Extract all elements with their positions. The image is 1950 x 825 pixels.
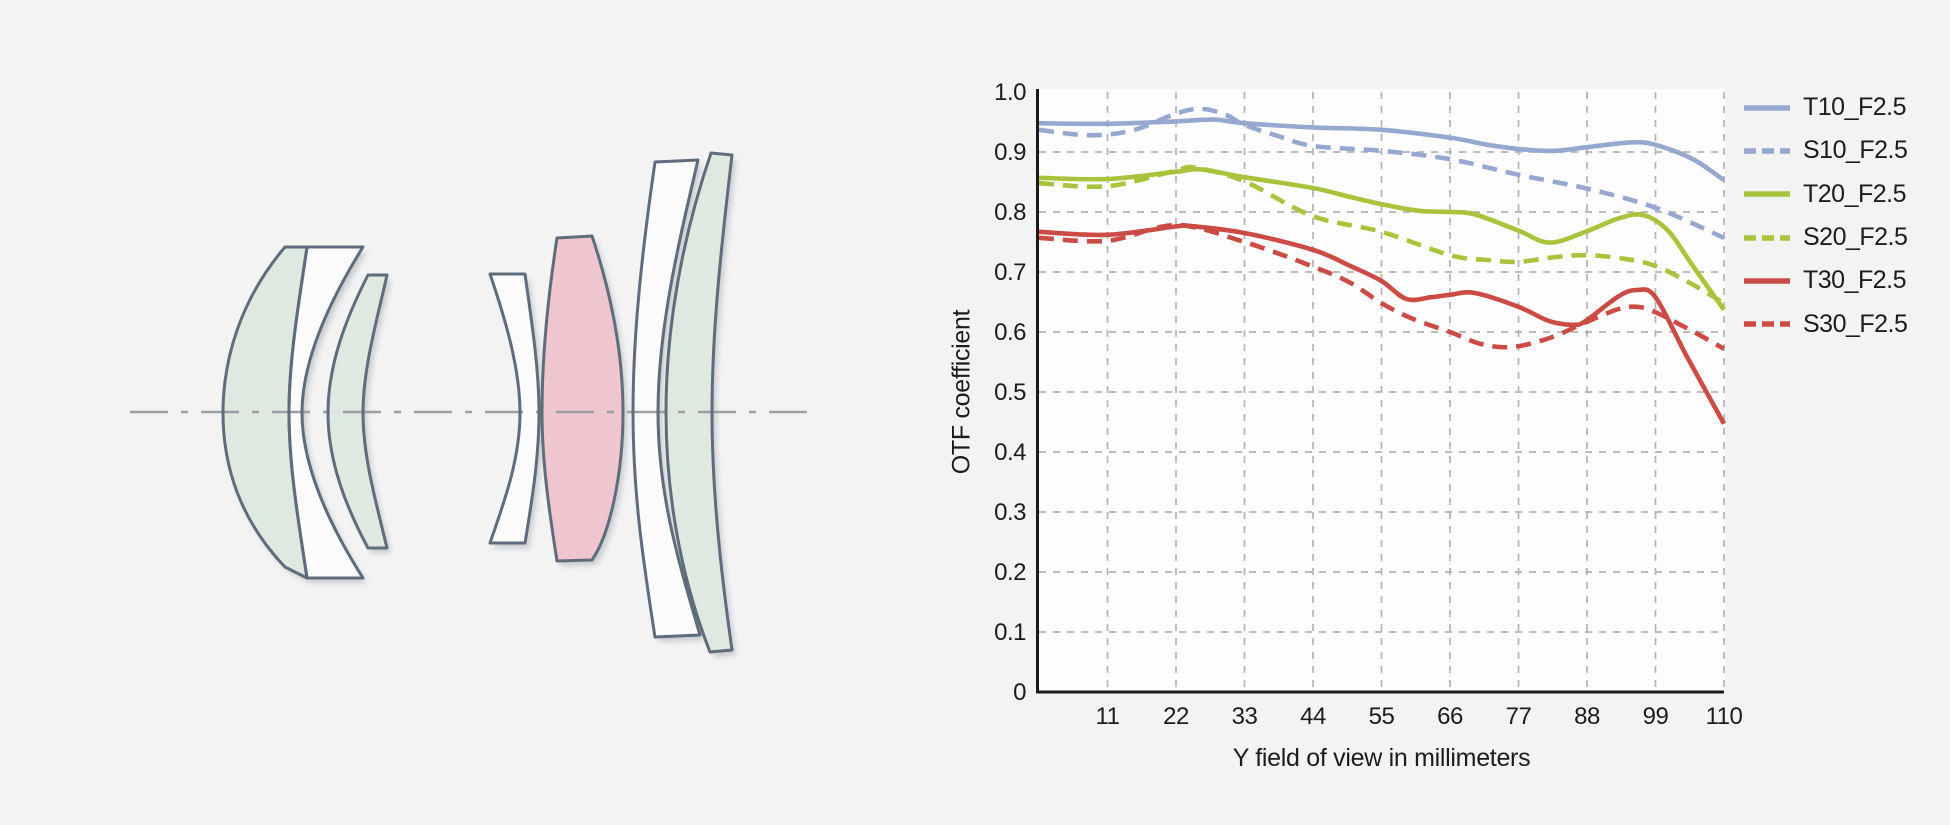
dashed-line-swatch-icon [1744, 148, 1790, 154]
y-tick-label: 0.5 [994, 379, 1026, 406]
x-axis-title: Y field of view in millimeters [1232, 744, 1531, 772]
lens-element-1-glass [223, 247, 307, 578]
x-tick-label: 77 [1506, 703, 1532, 730]
y-axis-title: OTF coefficient [947, 309, 976, 475]
dashed-line-swatch-icon [1744, 234, 1790, 241]
x-tick-label: 88 [1574, 703, 1600, 730]
y-tick-label: 0.4 [994, 439, 1026, 466]
lens-element-7-outline [664, 151, 734, 654]
y-tick-label: 0.9 [994, 139, 1026, 166]
legend-label: T30_F2.5 [1803, 266, 1907, 295]
y-tick-label: 0 [1013, 679, 1026, 706]
y-tick-label: 0.8 [994, 199, 1026, 226]
legend-label: T10_F2.5 [1803, 93, 1907, 122]
x-tick-label: 99 [1643, 703, 1669, 730]
y-tick-label: 0.3 [994, 499, 1026, 526]
legend-item-S20_F2.5: S20_F2.5 [1744, 216, 1908, 259]
y-tick-label: 0.2 [994, 559, 1026, 586]
lens-element-6-outline [631, 158, 702, 639]
legend-label: S20_F2.5 [1803, 223, 1908, 252]
y-tick-label: 0.6 [994, 319, 1026, 346]
legend-item-T10_F2.5: T10_F2.5 [1744, 86, 1907, 129]
lens-element-5-glass [542, 236, 623, 561]
series-line-T20_F2.5 [1038, 166, 1726, 312]
dashed-line-swatch-icon [1744, 321, 1790, 327]
lens-element-3-outline [326, 273, 389, 550]
lens-element-4-outline [488, 272, 541, 545]
x-tick-label: 66 [1437, 703, 1463, 730]
x-tick-label: 44 [1300, 703, 1326, 730]
series-line-S10_F2.5 [1038, 106, 1725, 240]
series-line-T10_F2.5 [1038, 117, 1726, 183]
chart-legend: T10_F2.5 S10_F2.5 T20_F2.5 S20_F2.5 T30_F2.5… [1744, 86, 1908, 346]
series-line-S20_F2.5 [1038, 164, 1726, 306]
solid-line-swatch-icon [1744, 104, 1790, 111]
lens-element-7-glass [666, 153, 732, 652]
y-tick-label: 0.1 [994, 619, 1026, 646]
x-tick-label: 11 [1096, 703, 1120, 730]
lens-element-2-glass [289, 247, 363, 578]
legend-label: S30_F2.5 [1803, 309, 1908, 338]
legend-label: S10_F2.5 [1803, 136, 1908, 165]
legend-item-S30_F2.5: S30_F2.5 [1744, 302, 1908, 345]
solid-line-swatch-icon [1744, 191, 1790, 197]
y-tick-label: 0.7 [994, 259, 1026, 286]
lens-element-2-outline [287, 245, 365, 580]
x-tick-label: 110 [1706, 703, 1743, 730]
lens-element-5-outline [540, 234, 625, 563]
lens-element-6-glass [633, 160, 700, 637]
legend-label: T20_F2.5 [1803, 179, 1907, 208]
x-tick-label: 22 [1163, 703, 1189, 730]
series-line-S30_F2.5 [1038, 222, 1726, 351]
legend-item-S10_F2.5: S10_F2.5 [1744, 129, 1908, 172]
legend-item-T20_F2.5: T20_F2.5 [1744, 173, 1907, 216]
solid-line-swatch-icon [1744, 278, 1790, 284]
x-tick-label: 55 [1369, 703, 1395, 730]
y-tick-label: 1.0 [994, 79, 1026, 106]
lens-element-4-glass [490, 274, 539, 543]
x-tick-label: 33 [1232, 703, 1258, 730]
legend-item-T30_F2.5: T30_F2.5 [1744, 259, 1907, 302]
